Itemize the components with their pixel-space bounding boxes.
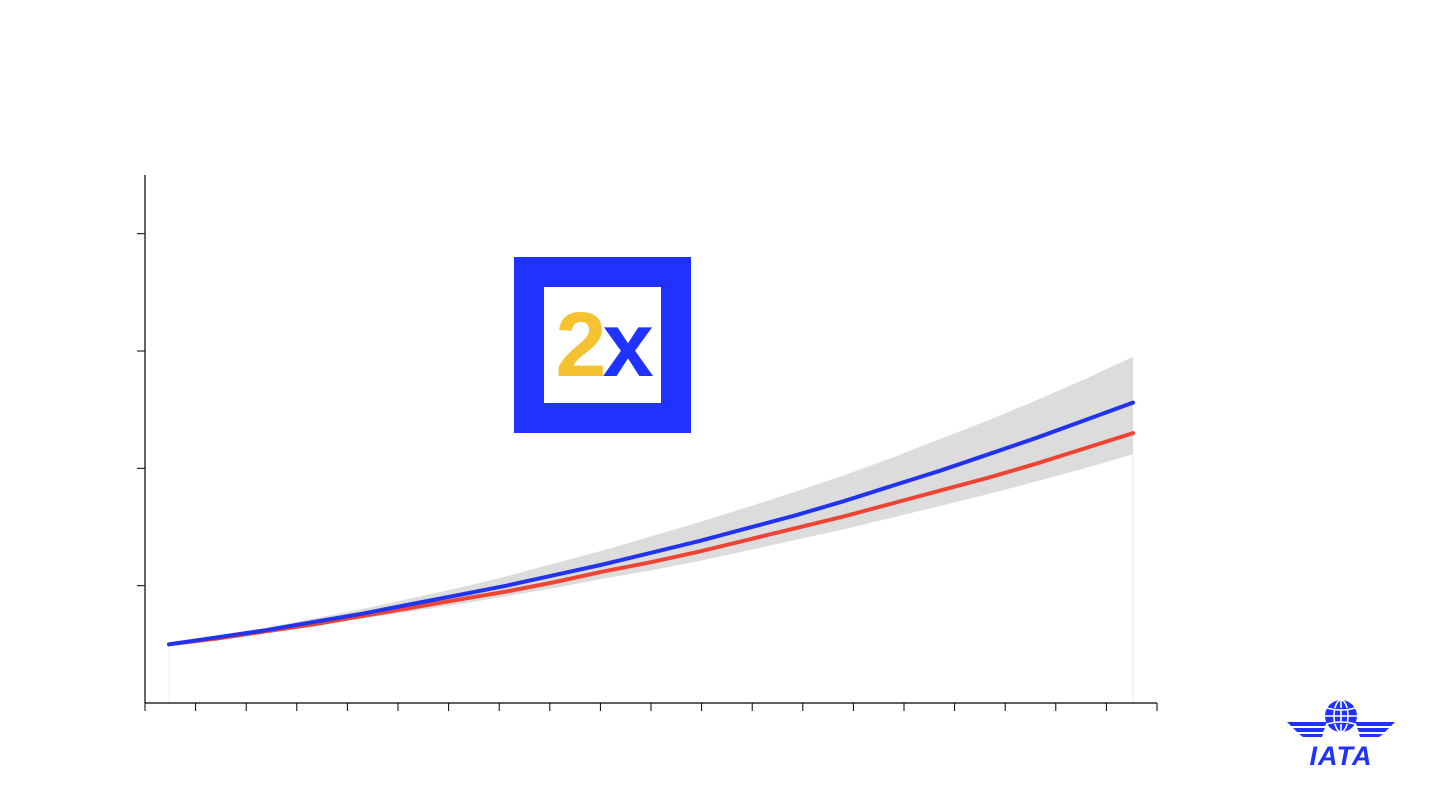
series-line-upper <box>167 400 1135 647</box>
left-wing <box>1287 722 1327 737</box>
globe-lines <box>1325 699 1357 733</box>
axes <box>137 175 1158 711</box>
multiplier-digit: 2 <box>555 294 606 396</box>
logo-text: IATA <box>1310 741 1373 770</box>
iata-logo: IATA <box>1287 699 1395 770</box>
uncertainty-band <box>169 356 1133 645</box>
series-line-lower <box>167 431 1135 647</box>
right-wing <box>1355 722 1395 737</box>
multiplier-letter: x <box>602 294 654 396</box>
iata-globe-wings-icon <box>1287 699 1395 737</box>
series-group <box>167 400 1135 647</box>
